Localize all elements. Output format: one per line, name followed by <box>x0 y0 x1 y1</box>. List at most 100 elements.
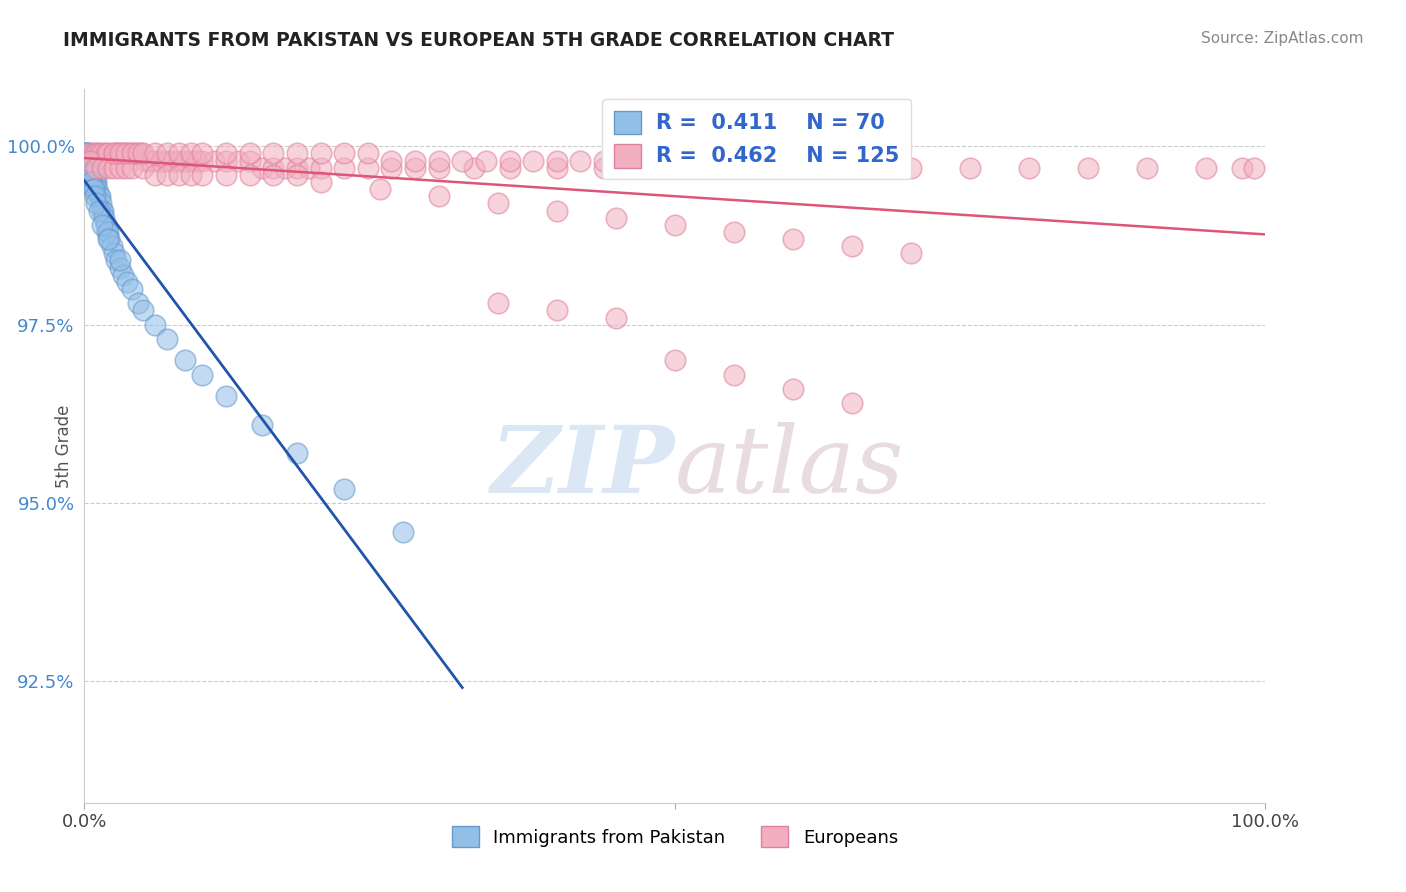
Point <box>173 153 195 168</box>
Point <box>97 146 120 161</box>
Point <box>782 382 804 396</box>
Point <box>173 353 195 368</box>
Point <box>368 182 391 196</box>
Point <box>841 239 863 253</box>
Point <box>546 161 568 175</box>
Point <box>80 175 103 189</box>
Point <box>87 203 110 218</box>
Point <box>392 524 415 539</box>
Point <box>202 153 225 168</box>
Point <box>486 196 509 211</box>
Point <box>664 353 686 368</box>
Point <box>734 161 756 175</box>
Point <box>103 246 125 260</box>
Point <box>357 161 380 175</box>
Point <box>84 182 107 196</box>
Point <box>84 161 107 175</box>
Point <box>77 146 100 161</box>
Point <box>262 168 284 182</box>
Point <box>569 153 592 168</box>
Point <box>167 153 190 168</box>
Point <box>380 161 402 175</box>
Point <box>215 168 238 182</box>
Point <box>546 203 568 218</box>
Point <box>129 146 152 161</box>
Point <box>91 203 114 218</box>
Point <box>87 189 110 203</box>
Point <box>77 153 100 168</box>
Point <box>215 153 238 168</box>
Point <box>75 146 97 161</box>
Point <box>80 175 103 189</box>
Y-axis label: 5th Grade: 5th Grade <box>55 404 73 488</box>
Text: IMMIGRANTS FROM PAKISTAN VS EUROPEAN 5TH GRADE CORRELATION CHART: IMMIGRANTS FROM PAKISTAN VS EUROPEAN 5TH… <box>63 31 894 50</box>
Point <box>239 146 262 161</box>
Point <box>333 146 356 161</box>
Point <box>309 175 332 189</box>
Point <box>82 161 104 175</box>
Point <box>522 153 544 168</box>
Point <box>605 310 627 325</box>
Point <box>143 153 166 168</box>
Point <box>1077 161 1099 175</box>
Point <box>333 161 356 175</box>
Point <box>239 168 262 182</box>
Point <box>79 146 101 161</box>
Point <box>114 146 136 161</box>
Point <box>84 175 107 189</box>
Point <box>250 161 273 175</box>
Point <box>114 161 136 175</box>
Point <box>108 260 131 275</box>
Point <box>463 161 485 175</box>
Point <box>84 189 107 203</box>
Point <box>215 146 238 161</box>
Point <box>309 161 332 175</box>
Point <box>274 161 297 175</box>
Point <box>84 175 107 189</box>
Point <box>616 153 638 168</box>
Point <box>404 153 426 168</box>
Point <box>89 189 111 203</box>
Point <box>285 161 308 175</box>
Point <box>82 182 104 196</box>
Point <box>103 146 125 161</box>
Point <box>76 161 98 175</box>
Point <box>782 232 804 246</box>
Point <box>427 161 450 175</box>
Point <box>498 153 520 168</box>
Point <box>112 268 135 282</box>
Point <box>180 146 202 161</box>
Point <box>191 368 214 382</box>
Point <box>380 153 402 168</box>
Point <box>143 146 166 161</box>
Point <box>959 161 981 175</box>
Point <box>156 332 179 346</box>
Point <box>333 482 356 496</box>
Point <box>77 153 100 168</box>
Point <box>79 153 101 168</box>
Point <box>841 396 863 410</box>
Point <box>285 146 308 161</box>
Legend: Immigrants from Pakistan, Europeans: Immigrants from Pakistan, Europeans <box>444 819 905 855</box>
Point <box>77 161 100 175</box>
Point <box>191 168 214 182</box>
Point <box>593 153 616 168</box>
Point <box>475 153 498 168</box>
Point <box>108 146 131 161</box>
Point <box>97 161 120 175</box>
Point <box>125 146 148 161</box>
Point <box>121 161 143 175</box>
Point <box>900 161 922 175</box>
Point <box>115 275 138 289</box>
Point <box>180 168 202 182</box>
Point <box>83 182 105 196</box>
Point <box>77 161 100 175</box>
Point <box>91 218 114 232</box>
Point <box>98 232 121 246</box>
Point <box>723 225 745 239</box>
Point <box>84 196 107 211</box>
Point <box>103 161 125 175</box>
Point <box>103 146 125 161</box>
Point <box>688 161 710 175</box>
Point <box>82 168 104 182</box>
